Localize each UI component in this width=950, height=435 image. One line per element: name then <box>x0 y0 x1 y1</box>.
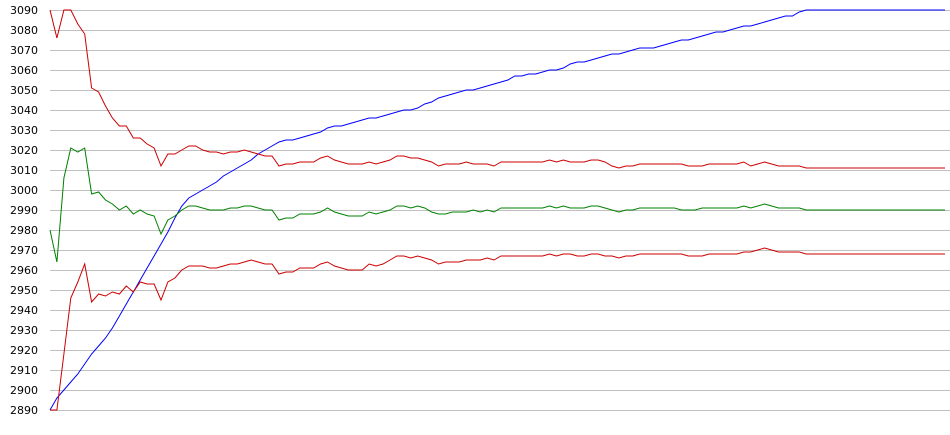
grid-lines <box>50 10 950 411</box>
y-tick-label: 2900 <box>10 384 38 397</box>
y-tick-label: 3050 <box>10 84 38 97</box>
y-tick-label: 3060 <box>10 64 38 77</box>
y-tick-label: 2940 <box>10 304 38 317</box>
y-tick-label: 2970 <box>10 244 38 257</box>
y-tick-label: 2890 <box>10 404 38 417</box>
y-tick-label: 2920 <box>10 344 38 357</box>
series-lines <box>49 9 945 411</box>
y-tick-label: 2990 <box>10 204 38 217</box>
y-tick-label: 2930 <box>10 324 38 337</box>
y-tick-label: 3080 <box>10 24 38 37</box>
series-line-3 <box>49 147 945 263</box>
y-tick-label: 3030 <box>10 124 38 137</box>
y-tick-label: 3090 <box>10 4 38 17</box>
y-tick-label: 3070 <box>10 44 38 57</box>
y-tick-label: 3020 <box>10 144 38 157</box>
series-line-1 <box>49 9 945 411</box>
y-tick-label: 2950 <box>10 284 38 297</box>
y-tick-label: 3010 <box>10 164 38 177</box>
y-tick-label: 2910 <box>10 364 38 377</box>
y-tick-label: 2980 <box>10 224 38 237</box>
y-tick-label: 3000 <box>10 184 38 197</box>
y-axis-tick-labels: 2890 2900 2910 2920 2930 2940 2950 2960 2970 2980… <box>10 4 38 417</box>
y-tick-label: 2960 <box>10 264 38 277</box>
series-line-4 <box>50 247 945 411</box>
series-line-2 <box>49 9 945 169</box>
y-tick-label: 3040 <box>10 104 38 117</box>
